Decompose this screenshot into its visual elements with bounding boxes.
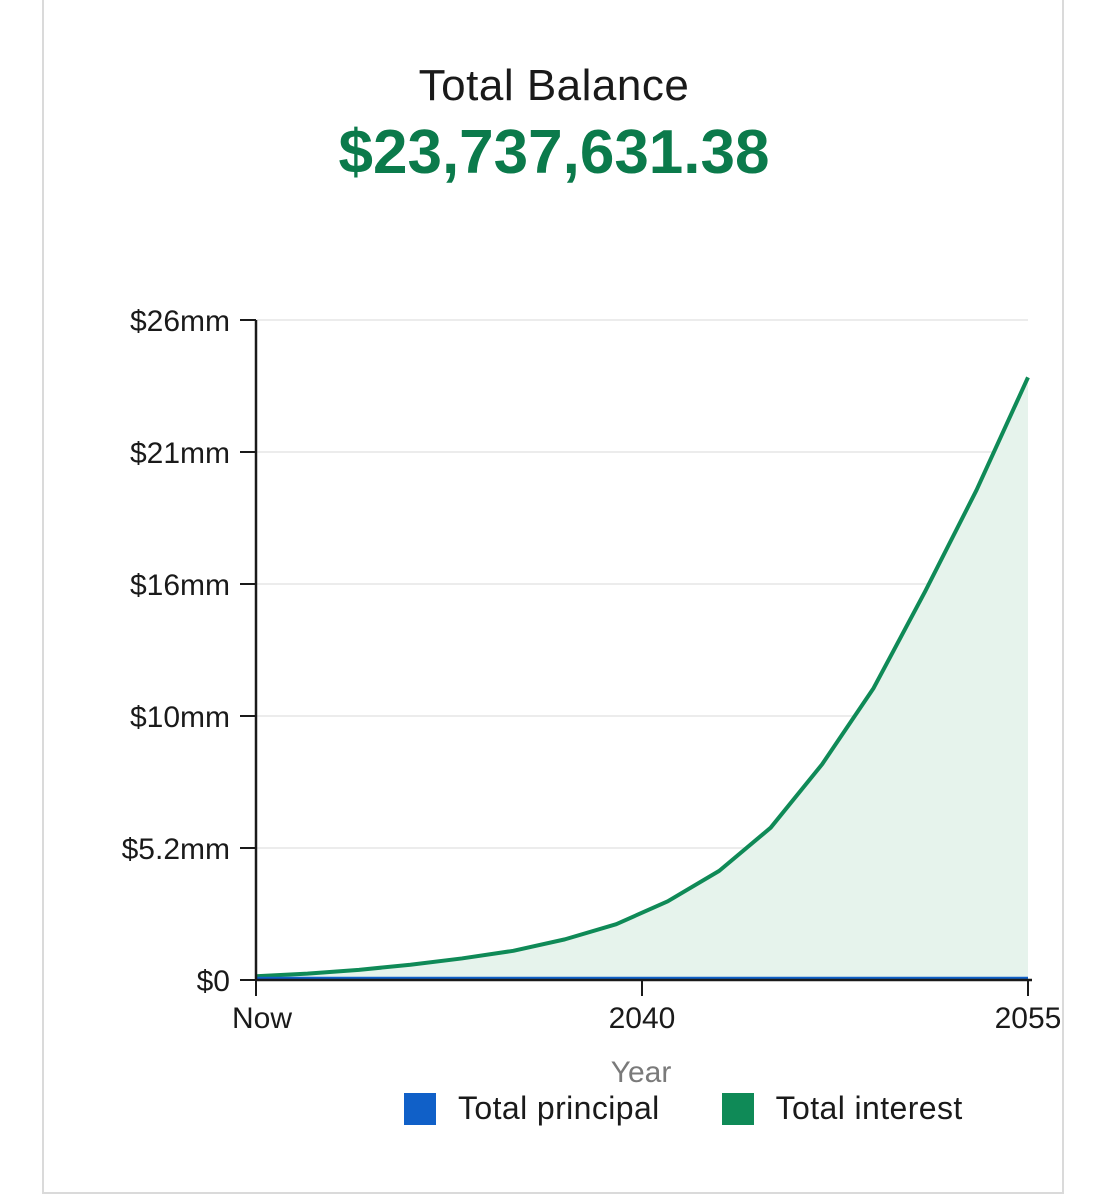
total-balance-amount: $23,737,631.38 [338,118,770,187]
tick-labels: $0 $5.2mm $10mm $16mm $21mm $26mm Now 2040 2055 Y… [122,305,1062,1089]
x-tick-label: Now [232,1002,292,1035]
y-tick-label: $5.2mm [122,833,230,866]
balance-header: Total Balance $23,737,631.38 [0,60,1108,190]
y-tick-label: $0 [197,965,230,998]
y-tick-label: $10mm [130,701,230,734]
x-axis-title: Year [611,1056,672,1089]
legend-item-interest[interactable]: Total interest [721,1090,963,1127]
legend-label-interest: Total interest [775,1090,963,1126]
x-tick-label: 2040 [609,1002,676,1035]
interest-line [255,376,1030,979]
series-marks [255,376,1030,981]
chart-card [42,0,1064,1194]
interest-swatch [721,1092,754,1125]
y-tick-label: $16mm [130,569,230,602]
legend-label-principal: Total principal [458,1090,660,1126]
principal-swatch [404,1092,436,1125]
legend: Total principal Total interest [404,1090,1025,1127]
total-balance-title: Total Balance [418,61,690,110]
axes [240,319,1032,996]
y-tick-label: $21mm [130,437,230,470]
x-tick-label: 2055 [995,1002,1062,1035]
y-tick-label: $26mm [130,305,230,338]
legend-item-principal[interactable]: Total principal [404,1090,660,1127]
interest-area [256,377,1028,980]
